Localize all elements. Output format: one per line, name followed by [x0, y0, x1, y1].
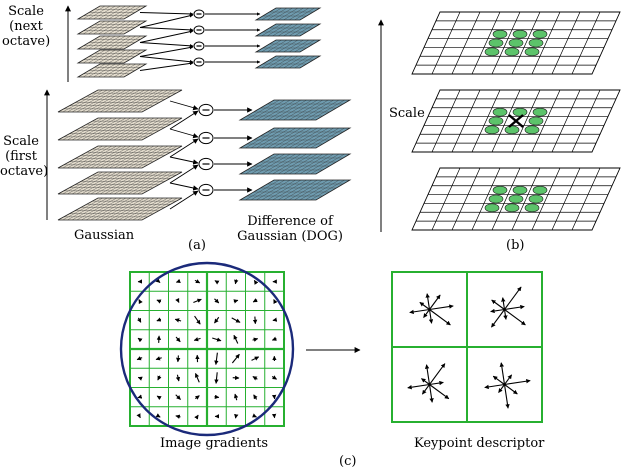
label-line: octave) [0, 164, 42, 179]
neighbor-dot [485, 126, 499, 134]
dog-layer-first [240, 128, 350, 148]
subtract-operator-first [199, 158, 213, 169]
label-line: Scale [0, 134, 42, 149]
neighbor-dot [505, 48, 519, 56]
gradient-arrow [255, 317, 256, 324]
gaussian-layer-first [58, 90, 182, 112]
subtract-operator-next [194, 10, 204, 18]
layer-grid [83, 21, 141, 34]
dog-layer-next [256, 56, 320, 68]
flow-arrow [170, 101, 198, 109]
flow-arrow [140, 13, 193, 15]
scale-next-octave-label: Scale (next octave) [2, 4, 50, 49]
gradient-arrow [273, 320, 276, 321]
flow-arrow [170, 157, 198, 163]
neighbor-dot [525, 126, 539, 134]
gradient-arrow [178, 355, 179, 361]
panel-a-label: (a) [188, 238, 206, 253]
scale-grid-below [412, 168, 620, 230]
neighbor-dot [513, 30, 527, 38]
neighbor-dot [509, 195, 523, 203]
neighbor-dot [485, 48, 499, 56]
gaussian-layer-next [78, 50, 146, 63]
label-line: (next [2, 19, 50, 34]
subtract-operator-first [199, 104, 213, 115]
gaussian-layer-first [58, 172, 182, 194]
neighbor-dot [513, 186, 527, 194]
neighbor-dot [513, 108, 527, 116]
subtract-operator-first [199, 132, 213, 143]
scale-label: Scale [389, 106, 425, 121]
flow-arrow [140, 15, 193, 28]
flow-arrow [140, 57, 193, 63]
panel-b-label: (b) [506, 238, 524, 253]
neighbor-dot [533, 30, 547, 38]
flow-arrow [140, 43, 193, 47]
gaussian-label: Gaussian [74, 228, 134, 243]
layer-grid [83, 6, 141, 19]
dog-layer-first [240, 180, 350, 200]
panel-c-label: (c) [339, 454, 356, 469]
layer-grid [83, 36, 141, 49]
neighbor-dot [489, 39, 503, 47]
scale-grid-above [412, 12, 620, 74]
flow-arrow [140, 63, 193, 71]
flow-arrow [140, 31, 193, 43]
gaussian-layer-first [58, 118, 182, 140]
gradient-arrow [236, 415, 237, 419]
neighbor-dot [489, 117, 503, 125]
flow-arrow [140, 47, 193, 57]
dog-layer-first [240, 154, 350, 174]
neighbor-dot [529, 195, 543, 203]
label-line: Gaussian (DOG) [235, 229, 345, 244]
subtract-operator-next [194, 58, 204, 66]
gradient-arrow [214, 397, 218, 398]
gaussian-layer-next [78, 64, 146, 77]
dog-layer-first [240, 100, 350, 120]
dog-layer-next [256, 40, 320, 52]
neighbor-dot [509, 39, 523, 47]
dog-layer-next [256, 8, 320, 20]
neighbor-dot [533, 186, 547, 194]
scale-first-octave-label: Scale (first octave) [0, 134, 42, 179]
gaussian-layer-next [78, 21, 146, 34]
neighbor-dot [493, 186, 507, 194]
subtract-operator-next [194, 42, 204, 50]
layer-grid [83, 50, 141, 63]
neighbor-dot [525, 48, 539, 56]
image-gradients-label: Image gradients [160, 436, 268, 451]
subtract-operator-first [199, 184, 213, 195]
panel-a-gaussian-pyramid [47, 6, 350, 220]
neighbor-dot [493, 30, 507, 38]
dog-layer-next [256, 24, 320, 36]
panel-b-scale-space-extrema [381, 12, 620, 232]
neighbor-dot [493, 108, 507, 116]
keypoint-descriptor-label: Keypoint descriptor [414, 436, 544, 451]
neighbor-dot [485, 204, 499, 212]
gaussian-layer-next [78, 36, 146, 49]
gaussian-layer-first [58, 198, 182, 220]
label-line: Difference of [235, 214, 345, 229]
dog-label: Difference of Gaussian (DOG) [235, 214, 345, 244]
neighbor-dot [489, 195, 503, 203]
panel-c-keypoint-descriptor [121, 263, 542, 435]
neighbor-dot [533, 108, 547, 116]
label-line: Scale [2, 4, 50, 19]
neighbor-dot [525, 204, 539, 212]
neighbor-dot [529, 39, 543, 47]
neighbor-dot [529, 117, 543, 125]
gaussian-layer-next [78, 6, 146, 19]
layer-grid [83, 64, 141, 77]
neighbor-dot [505, 204, 519, 212]
flow-arrow [170, 183, 198, 189]
label-line: (first [0, 149, 42, 164]
subtract-operator-next [194, 26, 204, 34]
label-line: octave) [2, 34, 50, 49]
gaussian-layer-first [58, 146, 182, 168]
flow-arrow [140, 28, 193, 31]
neighbor-dot [505, 126, 519, 134]
flow-arrow [170, 129, 198, 137]
